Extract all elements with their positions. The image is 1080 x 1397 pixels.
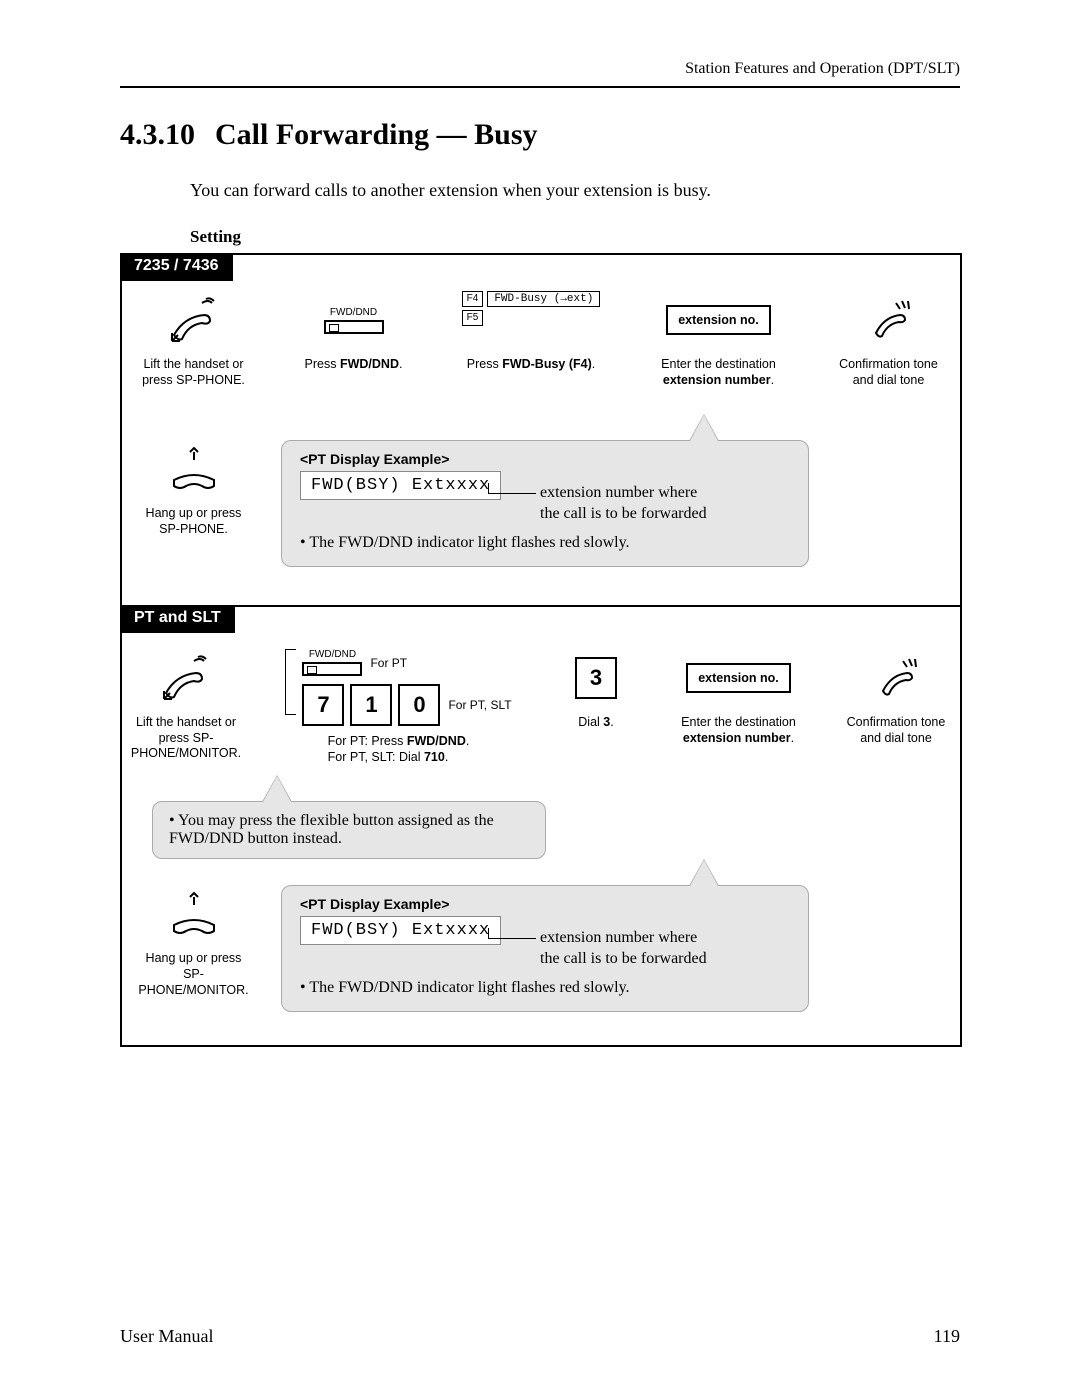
- step4-caption-2: Enter the destination extension number.: [681, 715, 796, 746]
- ext-note-1b: the call is to be forwarded: [540, 504, 707, 525]
- step1-caption-2: Lift the handset or press SP-PHONE/MONIT…: [131, 715, 241, 762]
- section-number: 4.3.10: [120, 118, 195, 151]
- diagram-pt-slt: PT and SLT Lift the handset or press SP-…: [120, 607, 962, 1047]
- step5-caption-2: Confirmation tone and dial tone: [846, 715, 946, 746]
- step5-caption: Confirmation tone and dial tone: [831, 357, 946, 388]
- extension-no-box-2: extension no.: [686, 663, 791, 693]
- ext-note-2a: extension number where: [540, 928, 707, 949]
- fwddnd-key-icon: FWD/DND: [324, 307, 384, 334]
- dial-710: 7 1 0: [302, 684, 440, 726]
- digit-0: 0: [398, 684, 440, 726]
- intro-paragraph: You can forward calls to another extensi…: [190, 180, 960, 201]
- f4-key: F4: [462, 291, 484, 307]
- step1-caption: Lift the handset or press SP-PHONE.: [136, 357, 251, 388]
- tab-pt-slt: PT and SLT: [120, 605, 235, 633]
- diagram-7235-7436: 7235 / 7436 Lift the handset or press SP…: [120, 253, 962, 607]
- confirmation-tone-icon: [864, 291, 914, 349]
- hangup-icon-2: [164, 885, 224, 943]
- section-title-text: Call Forwarding — Busy: [215, 118, 538, 151]
- digit-7: 7: [302, 684, 344, 726]
- pt-display-callout-1: <PT Display Example> FWD(BSY) Extxxxx ex…: [281, 440, 809, 567]
- footer-left: User Manual: [120, 1326, 213, 1347]
- bullet-2: • The FWD/DND indicator light flashes re…: [300, 979, 790, 997]
- for-pt-label: For PT: [370, 656, 407, 670]
- section-title: 4.3.10 Call Forwarding — Busy: [120, 118, 960, 152]
- pt-display-value-1: FWD(BSY) Extxxxx: [300, 471, 501, 500]
- top-rule: [120, 86, 960, 88]
- step6-caption-2: Hang up or press SP-PHONE/MONITOR.: [136, 951, 251, 998]
- step6-caption: Hang up or press SP-PHONE.: [136, 506, 251, 537]
- step3-caption-2: Dial 3.: [578, 715, 613, 731]
- fwddnd-key-icon-2: FWD/DND: [302, 649, 362, 676]
- pt-display-title-2: <PT Display Example>: [300, 896, 790, 912]
- tab-7235-7436: 7235 / 7436: [120, 253, 233, 281]
- step2-caption-2: For PT: Press FWD/DND. For PT, SLT: Dial…: [328, 734, 470, 765]
- pt-display-value-2: FWD(BSY) Extxxxx: [300, 916, 501, 945]
- step4-caption: Enter the destination extension number.: [661, 357, 776, 388]
- footer-page: 119: [934, 1326, 960, 1347]
- lift-handset-icon-2: [158, 649, 214, 707]
- lcd-fwd-busy: FWD-Busy (→ext): [487, 291, 600, 307]
- bullet-1: • The FWD/DND indicator light flashes re…: [300, 534, 790, 552]
- lift-handset-icon: [166, 291, 222, 349]
- for-pt-slt-label: For PT, SLT: [448, 698, 511, 712]
- digit-3: 3: [575, 657, 617, 699]
- hangup-icon: [164, 440, 224, 498]
- pt-display-title-1: <PT Display Example>: [300, 451, 790, 467]
- step3-caption: Press FWD-Busy (F4).: [467, 357, 596, 373]
- ext-note-1a: extension number where: [540, 483, 707, 504]
- ext-note-2b: the call is to be forwarded: [540, 949, 707, 970]
- page-header: Station Features and Operation (DPT/SLT): [120, 60, 960, 78]
- setting-label: Setting: [190, 227, 960, 247]
- f5-key: F5: [462, 310, 484, 326]
- fwddnd-key-label: FWD/DND: [330, 307, 377, 318]
- pt-display-callout-2: <PT Display Example> FWD(BSY) Extxxxx ex…: [281, 885, 809, 1012]
- extension-no-box: extension no.: [666, 305, 771, 335]
- step2-caption: Press FWD/DND.: [305, 357, 403, 373]
- confirmation-tone-icon-2: [871, 649, 921, 707]
- flexible-button-callout: • You may press the flexible button assi…: [152, 801, 546, 859]
- digit-1: 1: [350, 684, 392, 726]
